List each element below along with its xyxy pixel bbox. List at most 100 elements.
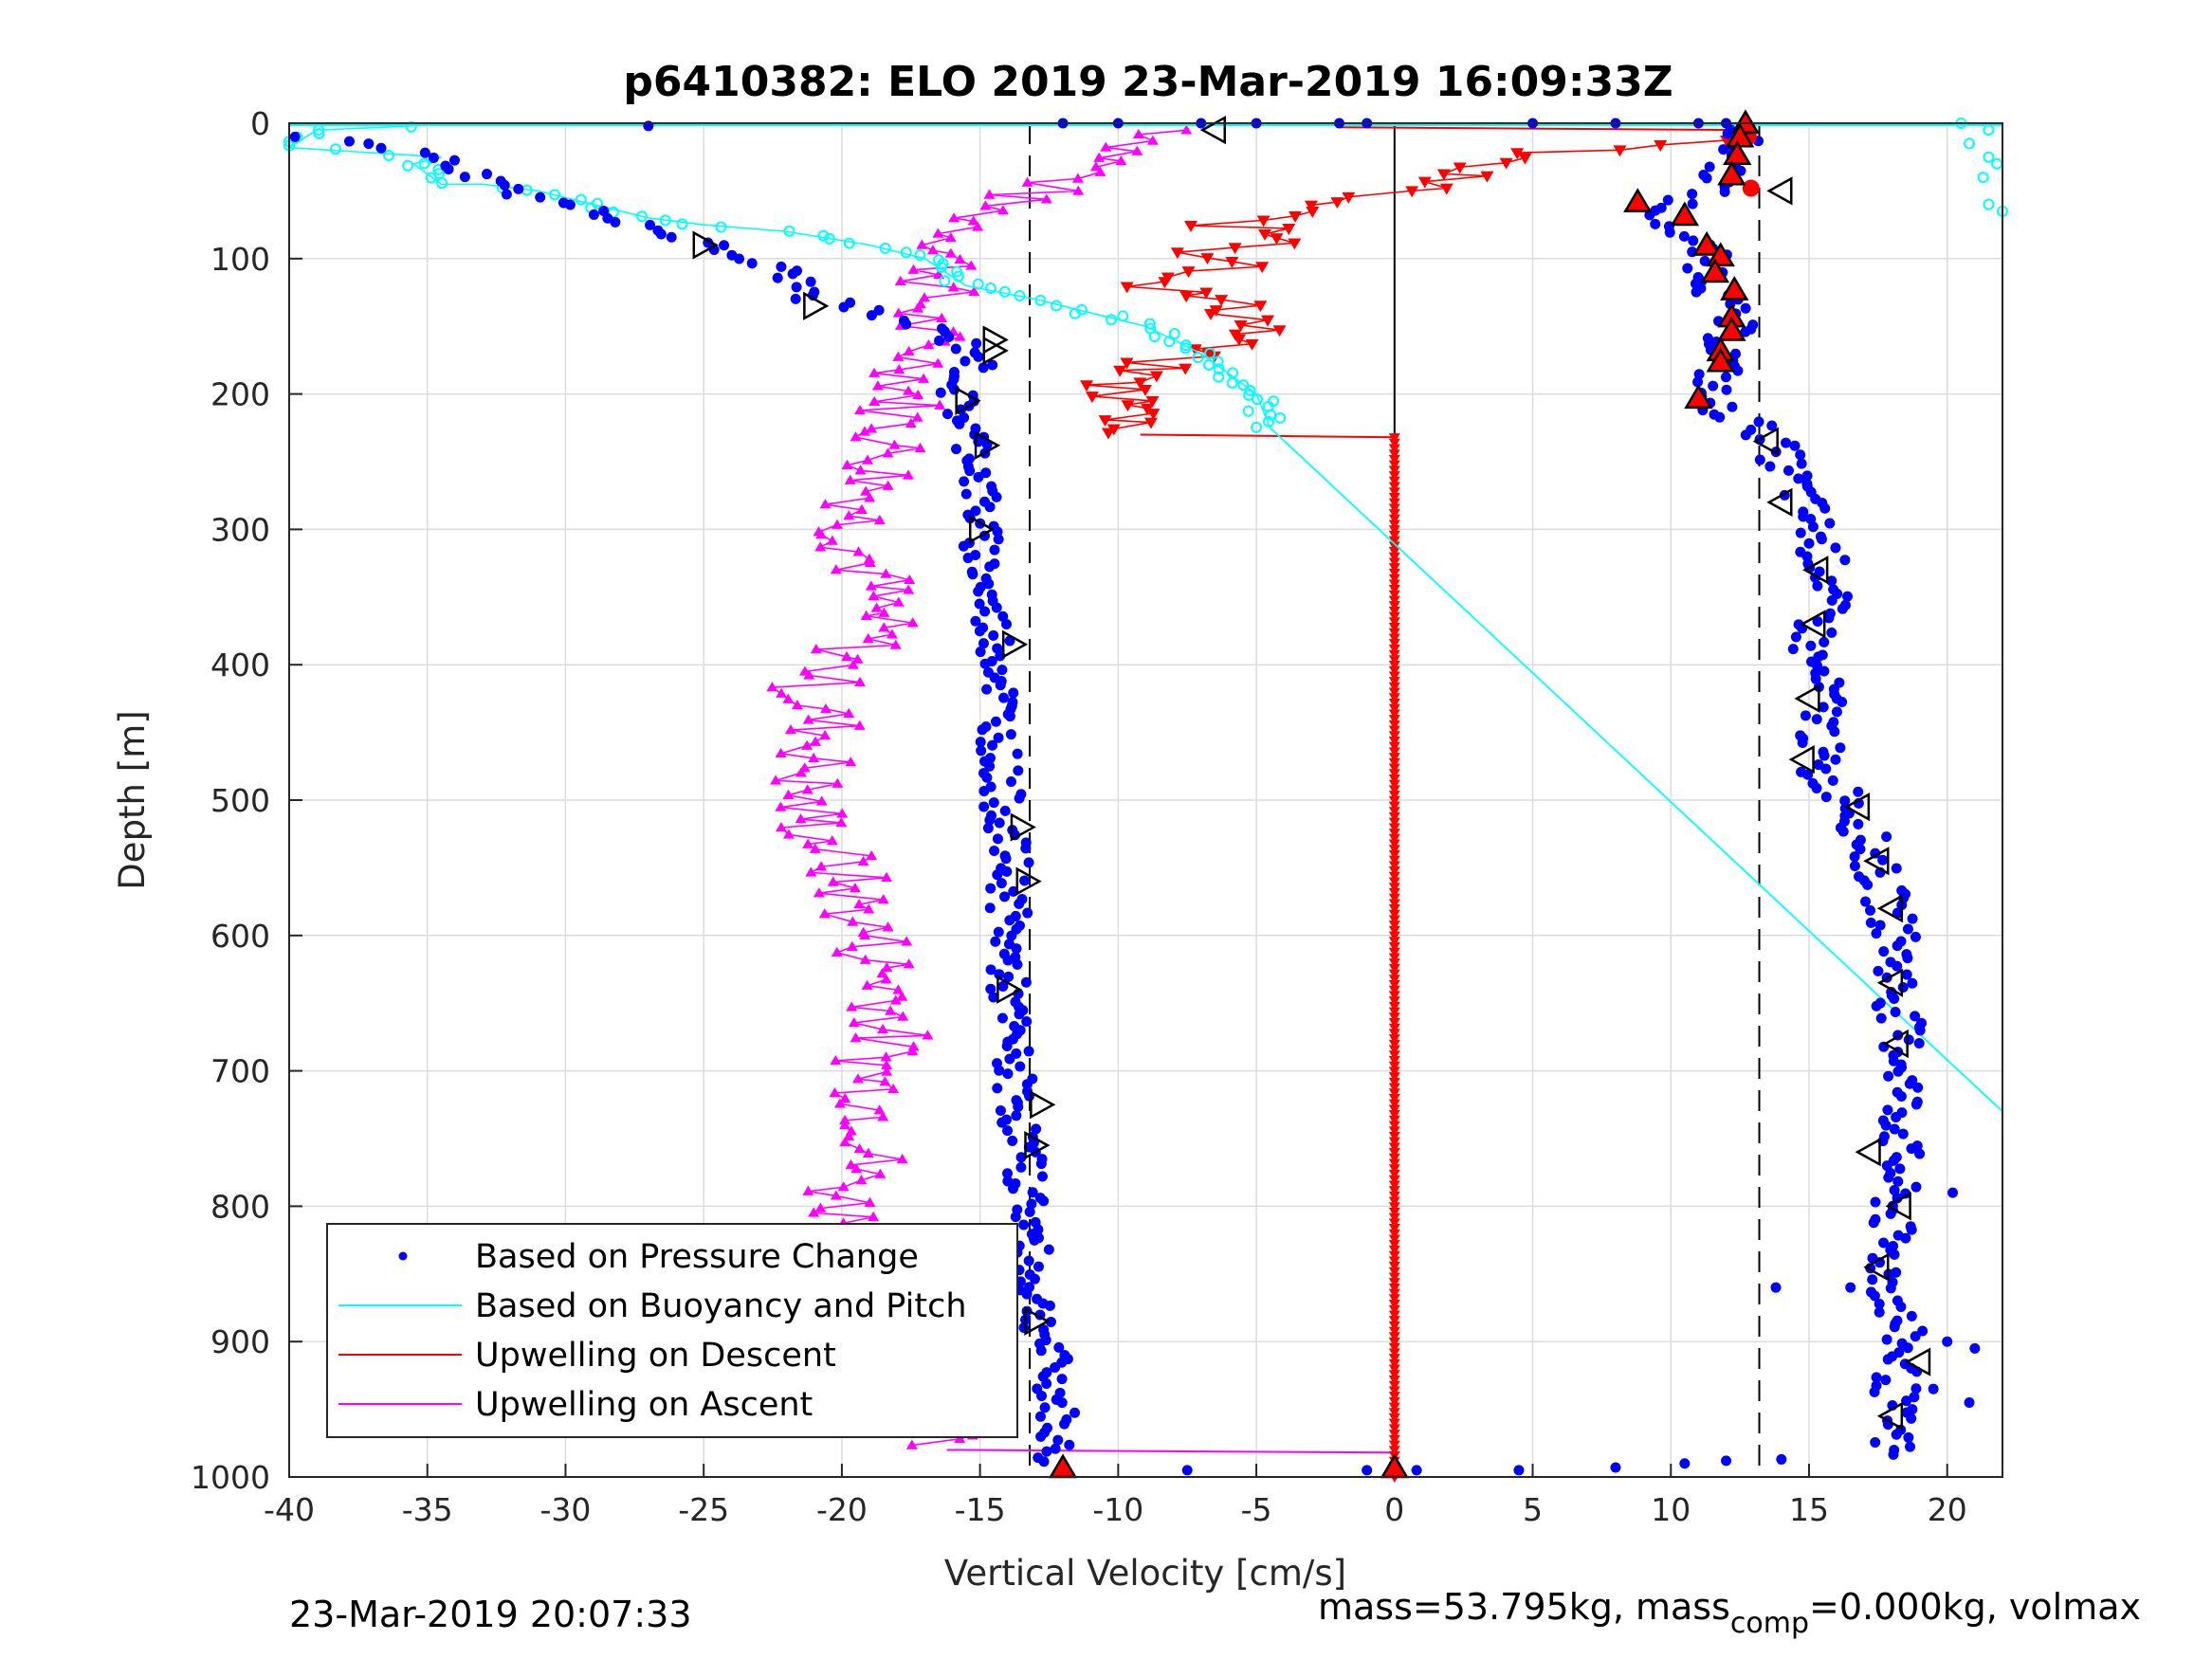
pressure-point — [1036, 1171, 1048, 1182]
pressure-point — [995, 1104, 1006, 1116]
ascent-point — [868, 1211, 880, 1221]
pressure-point — [1902, 953, 1913, 964]
descent-zero-point — [1388, 909, 1400, 920]
descent-zero-point — [1388, 520, 1400, 530]
descent-zero-point — [1388, 444, 1400, 454]
pressure-point — [1008, 885, 1019, 897]
footer-mass-b: =0.000kg, volmax — [1809, 1586, 2141, 1628]
buoyancy-point — [1179, 342, 1192, 355]
pressure-point — [1811, 660, 1822, 671]
descent-zero-point — [1388, 639, 1400, 649]
descent-zero-point — [1388, 471, 1400, 482]
descent-zero-point — [1388, 1386, 1400, 1396]
pressure-point — [1002, 1068, 1014, 1080]
ascent-point — [886, 629, 898, 639]
ascent-point — [877, 1111, 889, 1121]
y-tick-label: 400 — [210, 647, 270, 684]
legend-label-descent: Upwelling on Descent — [475, 1337, 836, 1375]
buoyancy-point — [402, 159, 414, 172]
buoyancy-point — [313, 128, 325, 140]
ascent-point — [873, 1104, 886, 1115]
pressure-point — [996, 665, 1008, 676]
descent-zero-point — [1388, 1342, 1400, 1353]
descent-point — [1405, 186, 1419, 198]
ascent-point — [843, 510, 855, 520]
pressure-point — [776, 261, 787, 272]
x-tick-label: 20 — [1928, 1491, 1967, 1528]
pressure-point — [1805, 640, 1817, 651]
pressure-point — [1026, 1198, 1037, 1210]
open-triangle-marker — [1863, 1252, 1890, 1282]
descent-zero-point — [1388, 1061, 1400, 1071]
ascent-point — [863, 903, 875, 914]
pressure-point — [984, 561, 996, 573]
filled-triangle-marker — [1717, 316, 1746, 341]
descent-zero-point — [1388, 769, 1400, 779]
pressure-point — [1001, 1041, 1013, 1052]
pressure-point — [1912, 1082, 1924, 1093]
pressure-point — [1819, 636, 1830, 647]
descent-point — [1306, 206, 1320, 218]
pressure-point — [1181, 1465, 1193, 1476]
legend: Based on Pressure Change Based on Buoyanc… — [326, 1223, 1018, 1438]
footer-mass-a: mass=53.795kg, mass — [1318, 1586, 1730, 1628]
ascent-point — [855, 1175, 868, 1185]
pressure-point — [1892, 907, 1903, 919]
pressure-point — [1889, 1184, 1900, 1195]
pressure-point — [1829, 726, 1840, 738]
ascent-point — [857, 855, 869, 866]
descent-zero-point — [1388, 1294, 1400, 1304]
pressure-point — [1905, 1441, 1916, 1452]
descent-point — [1330, 197, 1344, 210]
ascent-point — [870, 602, 883, 612]
pressure-point — [994, 817, 1005, 829]
pressure-point — [1819, 665, 1830, 677]
pressure-point — [1795, 449, 1806, 461]
pressure-point — [419, 147, 430, 158]
descent-point — [1270, 233, 1284, 246]
pressure-point — [1907, 913, 1918, 924]
ascent-point — [766, 682, 778, 692]
pressure-point — [1795, 527, 1806, 538]
descent-zero-point — [1388, 1083, 1400, 1093]
x-tick-label: -30 — [539, 1491, 591, 1528]
pressure-point — [1874, 1298, 1885, 1309]
descent-zero-point — [1388, 731, 1400, 741]
pressure-point — [1865, 904, 1876, 916]
ascent-point — [815, 529, 828, 539]
ascent-point — [826, 535, 838, 545]
ascent-point — [865, 580, 877, 591]
ascent-point — [965, 260, 978, 270]
buoyancy-point — [1117, 310, 1129, 322]
pressure-point — [363, 138, 375, 150]
pressure-point — [1969, 1342, 1981, 1354]
descent-zero-point — [1388, 720, 1400, 731]
ascent-point — [932, 357, 944, 368]
open-triangle-marker — [1863, 847, 1890, 876]
y-tick-label: 300 — [210, 511, 270, 548]
pressure-point — [1754, 454, 1765, 465]
descent-zero-point — [1388, 606, 1400, 617]
ascent-point — [885, 1005, 897, 1015]
ascent-point — [1100, 141, 1112, 152]
pressure-point — [1855, 844, 1866, 855]
pressure-point — [1885, 1208, 1896, 1219]
pressure-point — [428, 152, 439, 163]
descent-point — [1200, 253, 1215, 265]
pressure-point — [1021, 1016, 1033, 1028]
pressure-point — [1910, 1181, 1922, 1193]
descent-zero-point — [1388, 715, 1400, 725]
descent-zero-point — [1388, 682, 1400, 693]
ascent-point — [934, 399, 946, 410]
descent-zero-point — [1388, 791, 1400, 801]
ascent-point — [795, 813, 807, 824]
pressure-point — [1045, 1316, 1056, 1327]
descent-zero-point — [1388, 525, 1400, 536]
descent-zero-point — [1388, 482, 1400, 492]
ascent-point — [846, 1001, 858, 1012]
pressure-point — [1837, 697, 1848, 708]
descent-zero-point — [1388, 741, 1400, 752]
pressure-point — [1900, 1232, 1911, 1244]
ascent-point — [814, 541, 827, 552]
legend-label-buoyancy: Based on Buoyancy and Pitch — [475, 1287, 967, 1325]
